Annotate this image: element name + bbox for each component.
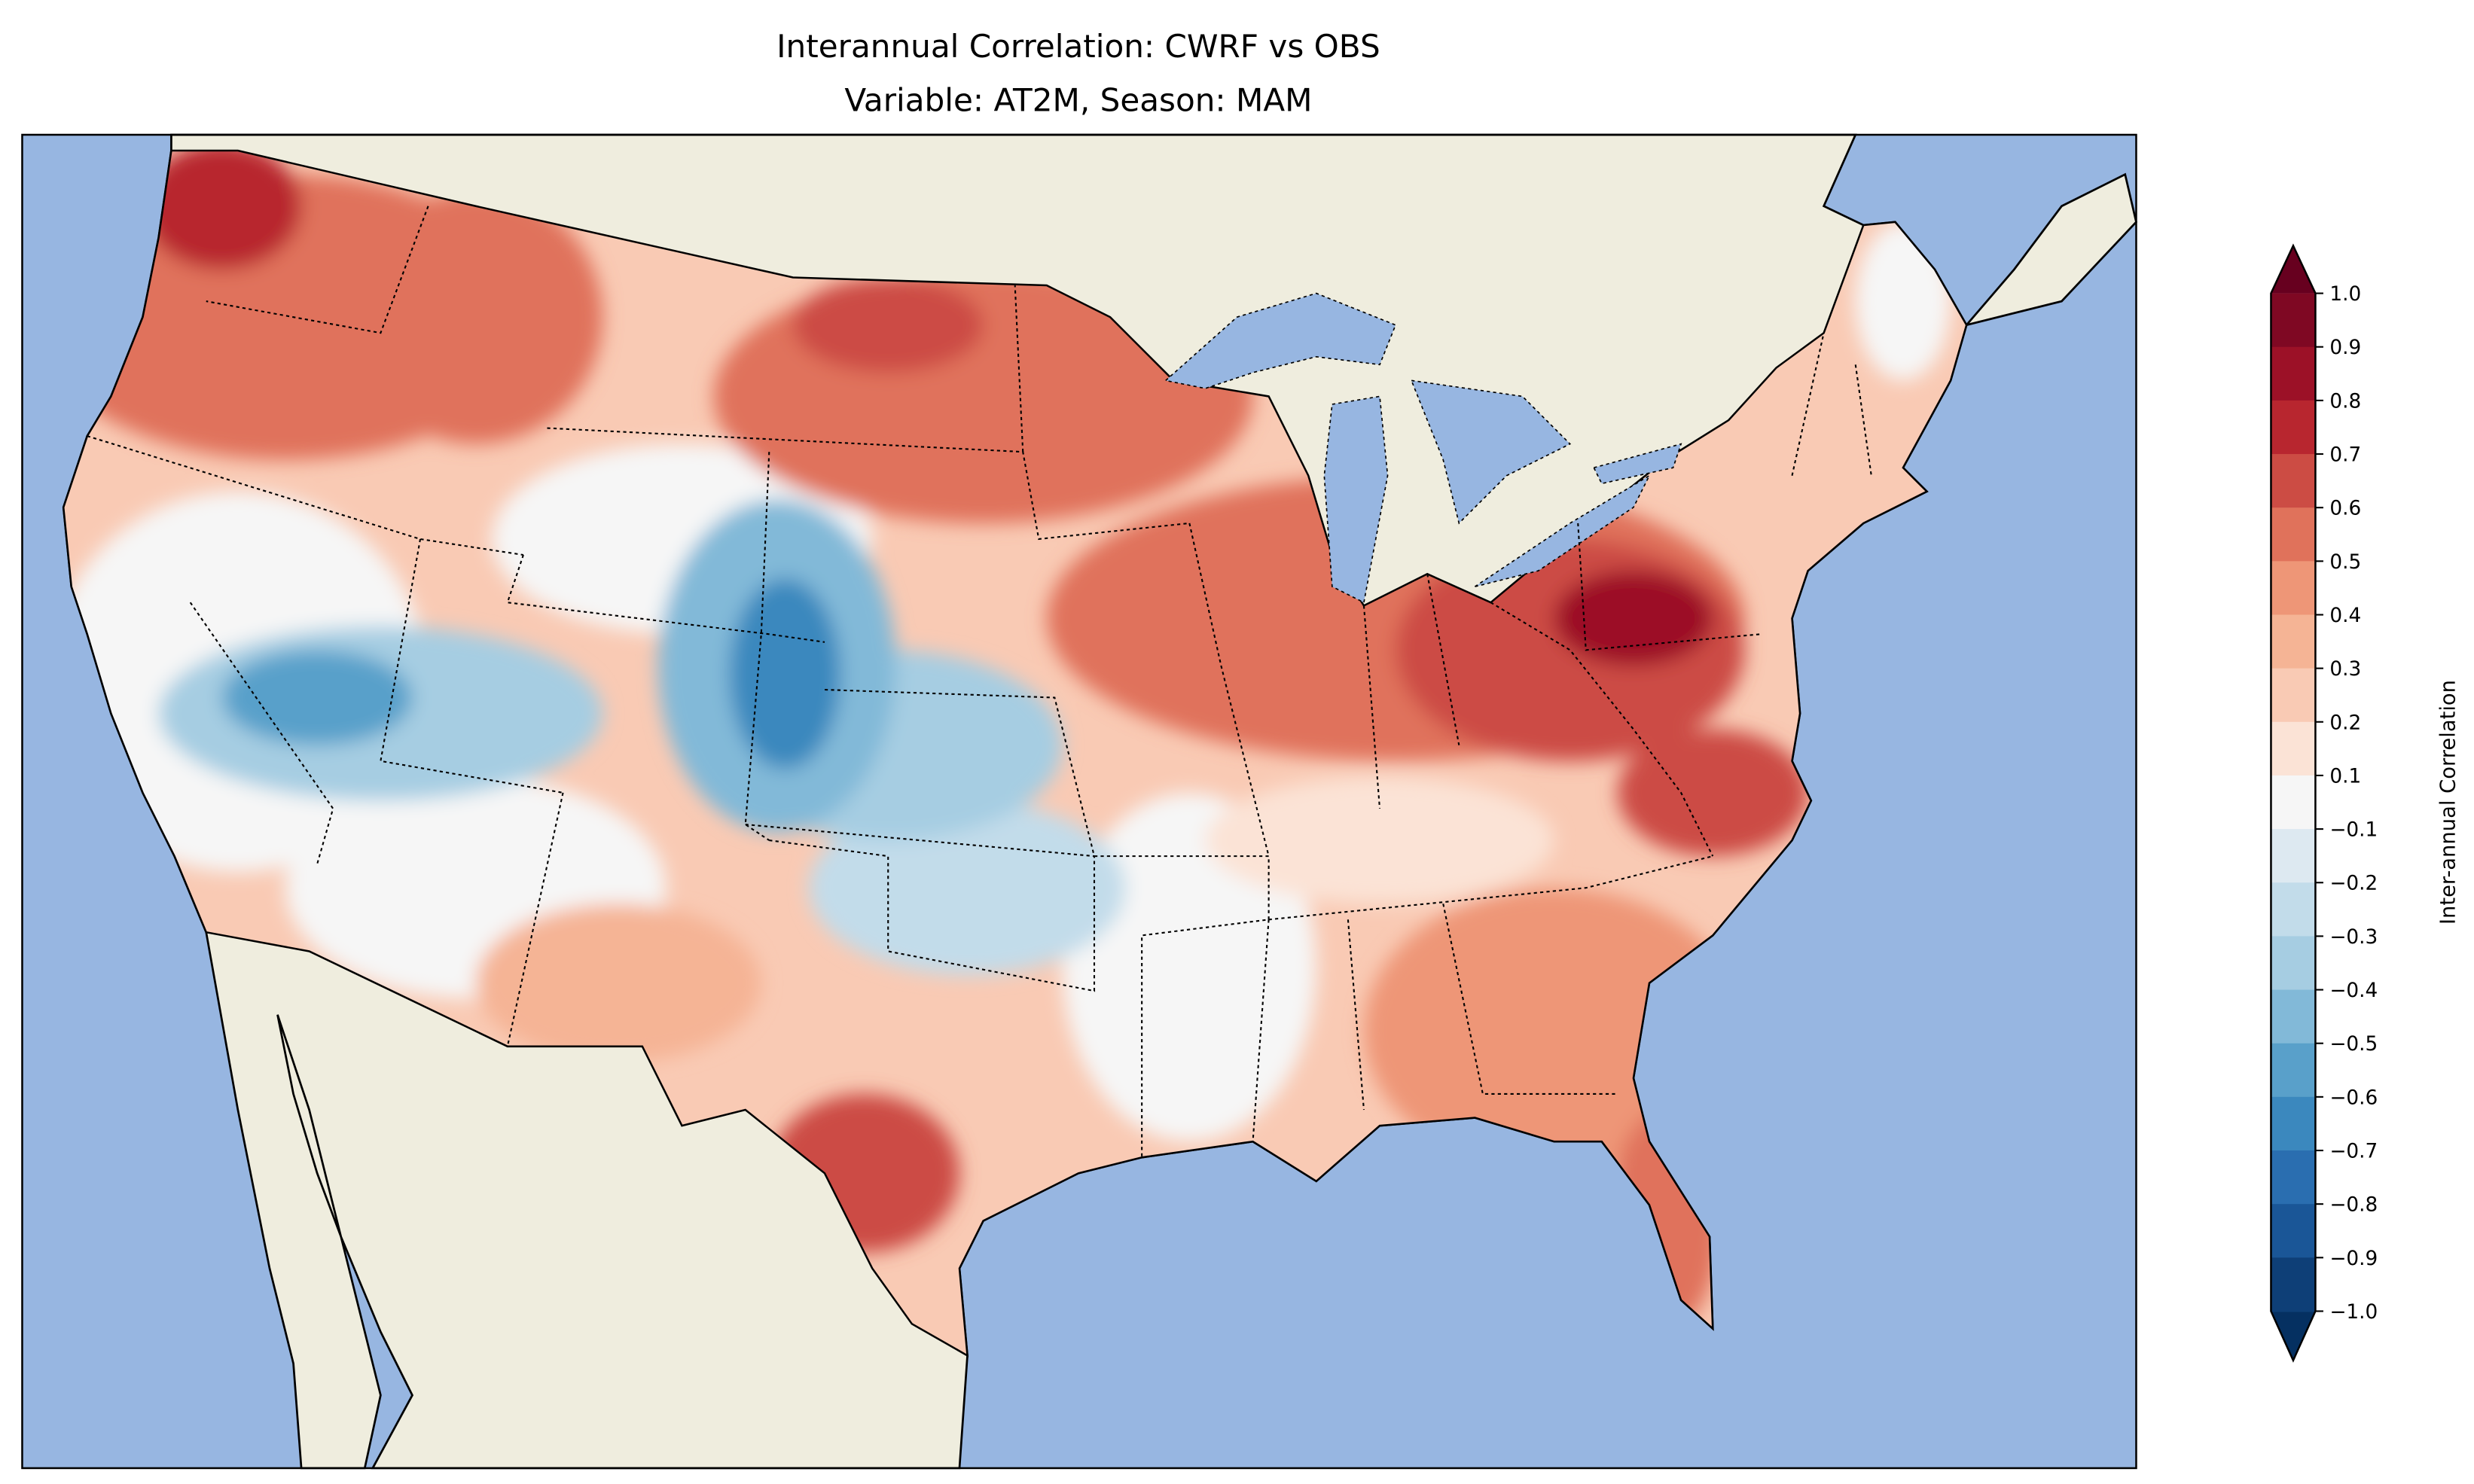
lake-erie [1474, 474, 1652, 587]
contour-white-ne [1855, 221, 1951, 381]
colorbar-band [2271, 829, 2316, 884]
contour-red-nw-core [142, 151, 302, 270]
contour-red-id [349, 190, 603, 444]
colorbar-tick-label: 0.7 [2329, 444, 2361, 467]
colorbar-band [2271, 614, 2316, 669]
lake-superior [1164, 292, 1397, 389]
plot-title: Interannual Correlation: CWRF vs OBS Var… [776, 28, 1380, 119]
contour-blue-ok [808, 800, 1127, 976]
colorbar-tick-label: 0.5 [2329, 551, 2361, 574]
state-borders [87, 206, 1872, 1158]
contour-blue-co-core [729, 578, 841, 769]
lake-michigan [1323, 395, 1389, 604]
colorbar-band [2271, 721, 2316, 776]
colorbar-tick-label: 0.2 [2329, 712, 2361, 734]
great-lakes [1164, 292, 1682, 604]
colorbar-label: Inter-annual Correlation [2437, 680, 2460, 925]
colorbar-tick-label: 0.8 [2329, 390, 2361, 413]
colorbar-tick-label: −0.4 [2329, 980, 2378, 1002]
lake-huron [1410, 379, 1572, 525]
contour-red-pa-core [1554, 571, 1713, 666]
colorbar-extend-low [2271, 1311, 2316, 1361]
contour-light-nm [475, 904, 761, 1062]
colorbar-band [2271, 936, 2316, 991]
colorbar-tick-label: 0.3 [2329, 658, 2361, 681]
title-line-1: Interannual Correlation: CWRF vs OBS [776, 28, 1380, 65]
colorbar-tick-label: −0.3 [2329, 926, 2378, 949]
colorbar-tick-label: 0.1 [2329, 765, 2361, 788]
colorbar-band [2271, 1204, 2316, 1259]
contour-red-nd [792, 277, 984, 373]
colorbar: 1.0 0.9 0.8 0.7 0.6 0.5 0.4 0.3 0.2 0.1 −0.1 −0.2 −0… [2270, 243, 2378, 1363]
colorbar-tick-label: −0.7 [2329, 1140, 2378, 1163]
title-line-2: Variable: AT2M, Season: MAM [844, 81, 1312, 118]
colorbar-band [2271, 346, 2316, 401]
colorbar-band [2271, 1096, 2316, 1152]
colorbar-tick-label: 1.0 [2329, 283, 2361, 306]
colorbar-band [2271, 1043, 2316, 1098]
colorbar-band [2271, 561, 2316, 616]
colorbar-tick-label: 0.4 [2329, 605, 2361, 627]
colorbar-tick-label: −0.9 [2329, 1248, 2378, 1270]
lake-ontario [1593, 443, 1682, 485]
colorbar-tick-label: −0.2 [2329, 873, 2378, 895]
colorbar-tick-label: −0.8 [2329, 1194, 2378, 1217]
colorbar-band [2271, 293, 2316, 348]
colorbar-band [2271, 1150, 2316, 1205]
colorbar-tick-label: 0.6 [2329, 498, 2361, 520]
colorbar-band [2271, 775, 2316, 830]
colorbar-band [2271, 1257, 2316, 1312]
colorbar-tick-label: −0.6 [2329, 1086, 2378, 1109]
colorbar-band [2271, 400, 2316, 456]
colorbar-band [2271, 882, 2316, 937]
contour-white-tn [1205, 776, 1554, 904]
colorbar-band [2271, 454, 2316, 509]
colorbar-tick-label: −0.5 [2329, 1033, 2378, 1056]
map-frame [21, 133, 2137, 1470]
colorbar-band [2271, 507, 2316, 562]
colorbar-band [2271, 668, 2316, 723]
map-axes [21, 133, 2137, 1470]
colorbar-tick-label: −0.1 [2329, 819, 2378, 842]
contour-red-nc [1617, 729, 1808, 857]
contour-blue-basin-core [221, 650, 413, 745]
colorbar-tick-label: −1.0 [2329, 1301, 2378, 1324]
colorbar-band [2271, 989, 2316, 1044]
colorbar-extend-high [2271, 245, 2316, 294]
colorbar-tick-label: 0.9 [2329, 337, 2361, 359]
